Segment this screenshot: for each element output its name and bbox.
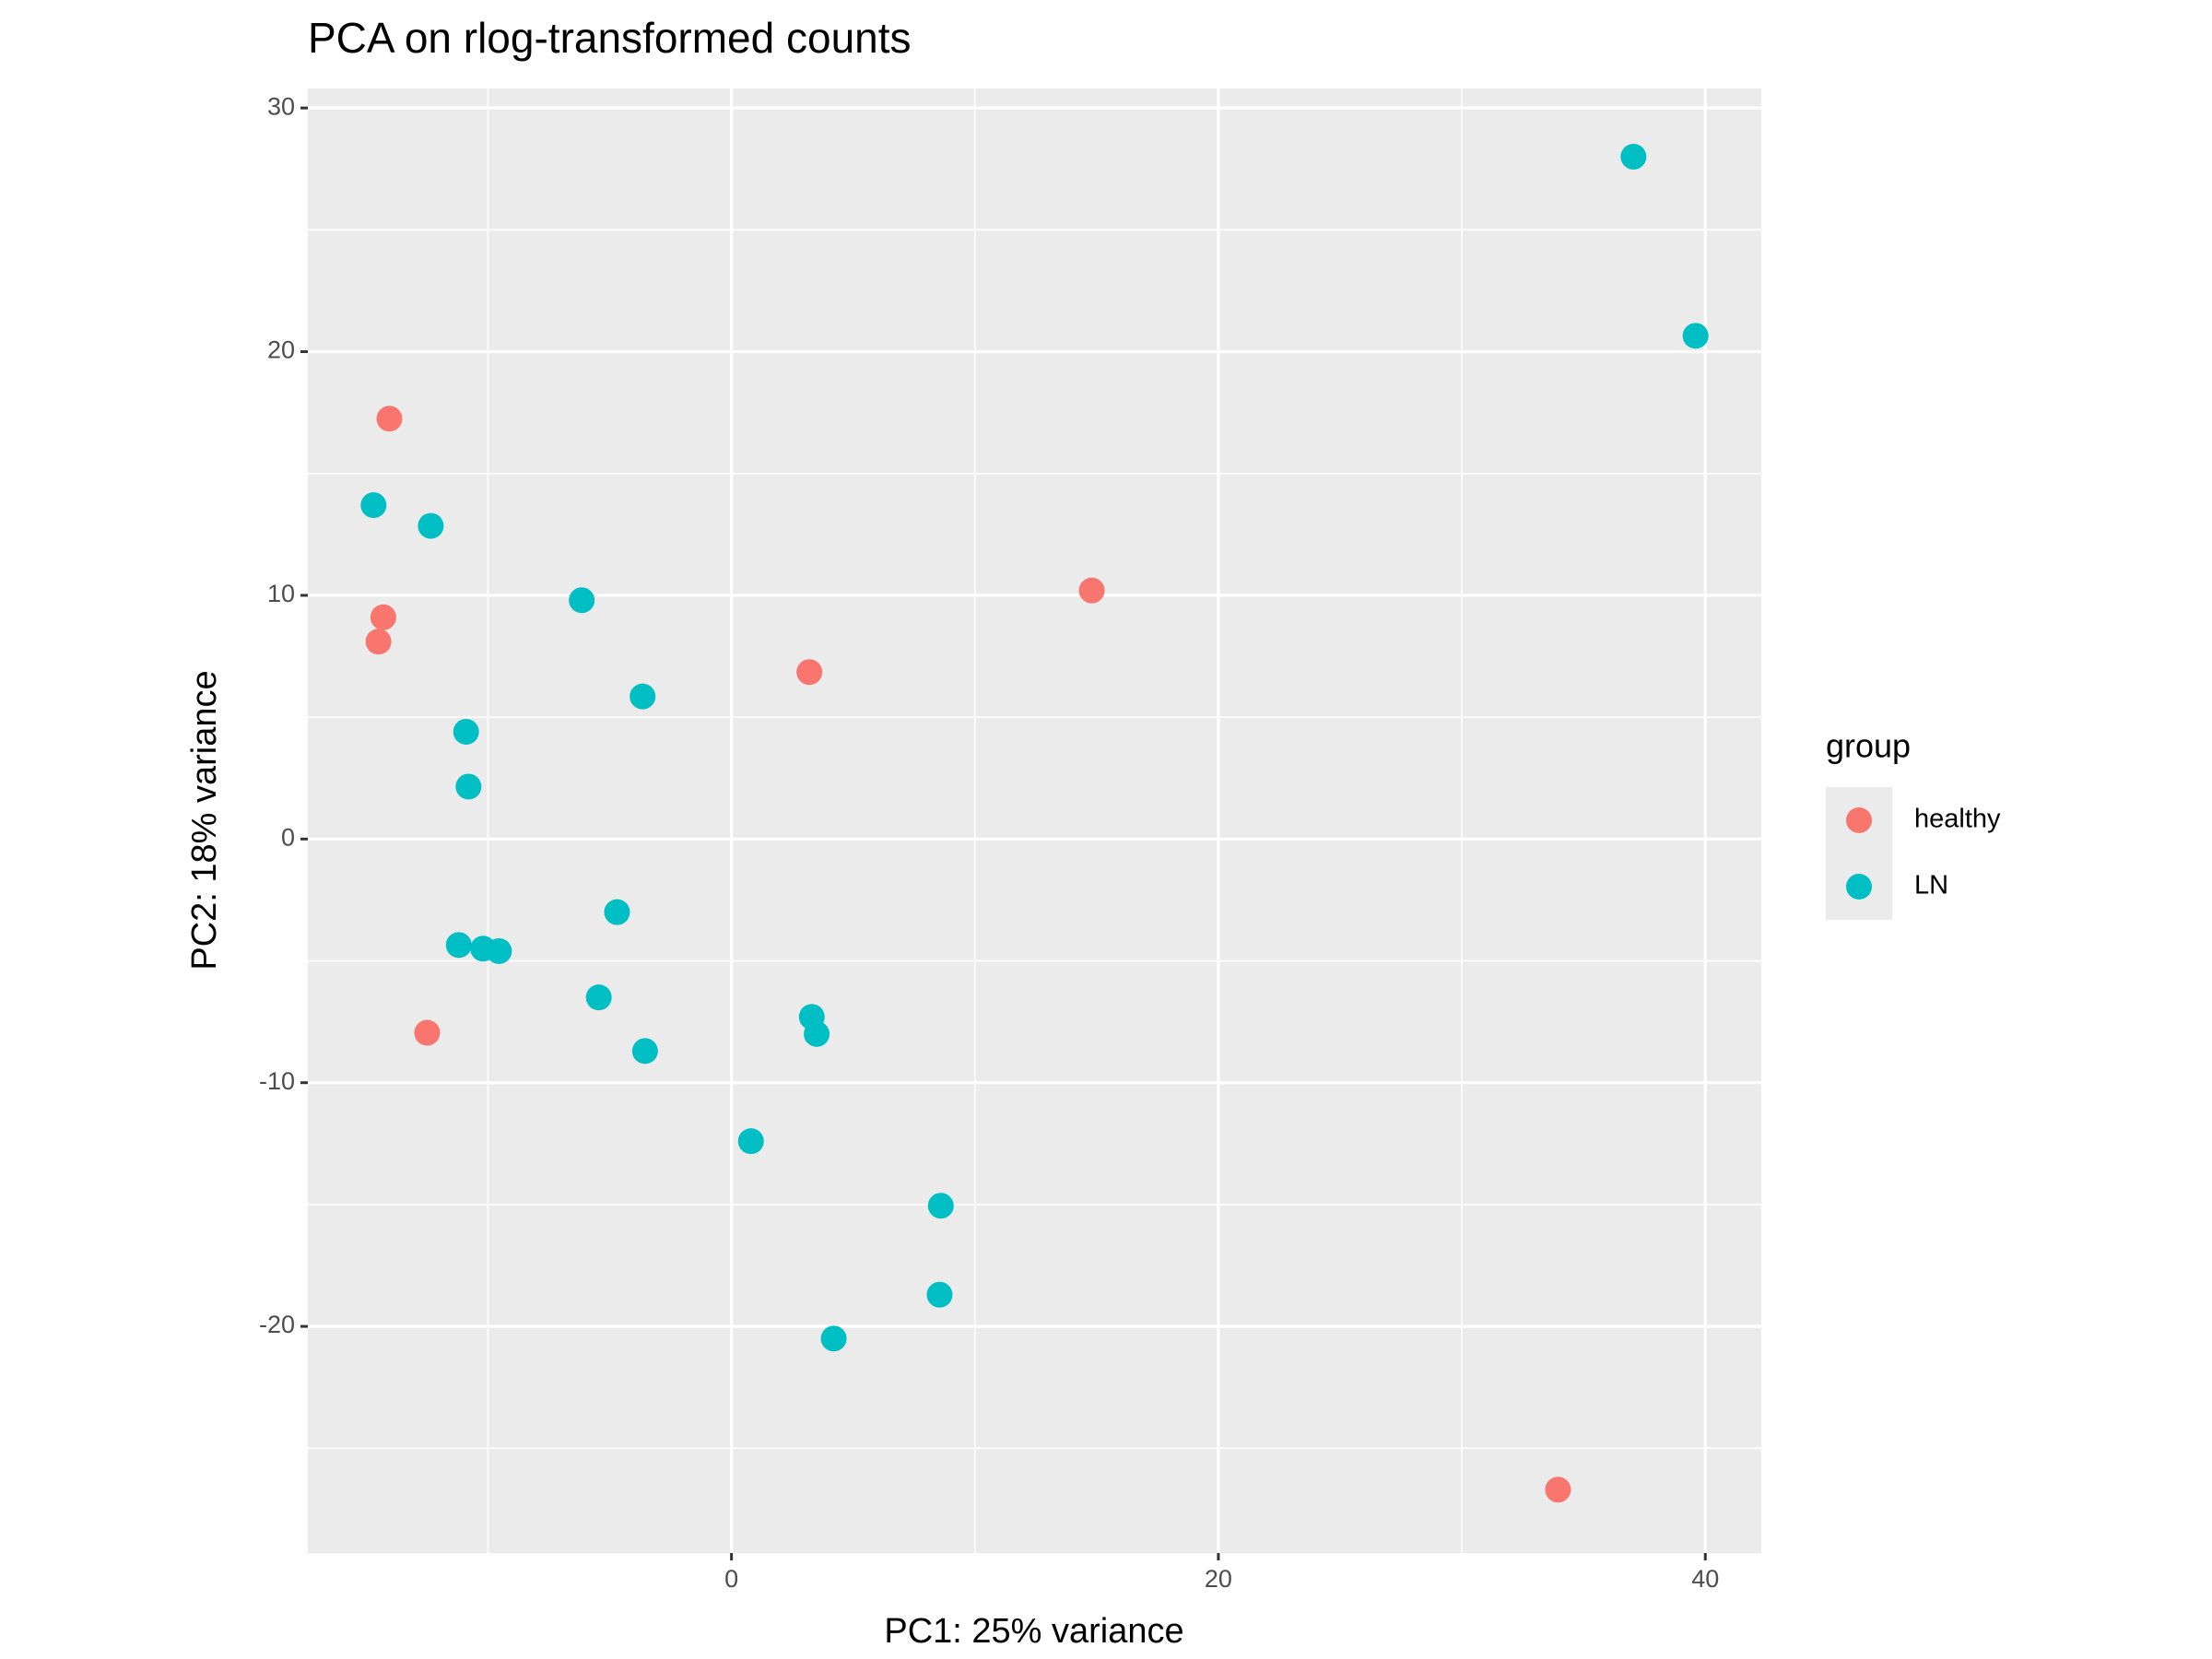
point xyxy=(1620,144,1647,171)
legend-label: healthy xyxy=(1914,805,2001,834)
point xyxy=(926,1281,953,1308)
point xyxy=(486,937,512,964)
point xyxy=(418,512,444,539)
point xyxy=(445,932,472,959)
point xyxy=(414,1019,441,1046)
point xyxy=(629,683,656,710)
point xyxy=(804,1020,830,1047)
point xyxy=(585,984,612,1011)
point xyxy=(455,773,482,800)
point xyxy=(737,1128,764,1155)
y-tick-label: -20 xyxy=(259,1311,295,1338)
legend-key xyxy=(1846,874,1872,900)
point xyxy=(927,1193,954,1219)
point xyxy=(365,629,392,655)
x-tick-label: 0 xyxy=(724,1565,738,1593)
legend-title: group xyxy=(1826,727,1911,765)
x-tick-label: 20 xyxy=(1205,1565,1232,1593)
y-tick-label: 30 xyxy=(267,92,295,120)
point xyxy=(1545,1477,1571,1503)
y-axis-title: PC2: 18% variance xyxy=(185,670,224,970)
point xyxy=(1078,577,1105,604)
x-tick-label: 40 xyxy=(1691,1565,1719,1593)
point xyxy=(631,1038,658,1065)
legend-label: LN xyxy=(1914,871,1948,900)
y-tick-label: 0 xyxy=(281,823,295,851)
point xyxy=(569,587,595,614)
point xyxy=(1682,323,1709,349)
y-tick-label: -10 xyxy=(259,1067,295,1095)
point xyxy=(453,718,479,745)
x-axis-title: PC1: 25% variance xyxy=(884,1612,1183,1651)
point xyxy=(796,659,823,686)
plot-panel xyxy=(308,88,1761,1553)
point xyxy=(604,899,630,925)
point xyxy=(820,1325,847,1352)
chart-title: PCA on rlog-transformed counts xyxy=(308,14,912,62)
point xyxy=(376,406,403,432)
y-tick-label: 20 xyxy=(267,336,295,364)
legend-key xyxy=(1846,807,1872,833)
point xyxy=(360,492,387,519)
y-tick-label: 10 xyxy=(267,580,295,607)
point xyxy=(370,604,396,630)
